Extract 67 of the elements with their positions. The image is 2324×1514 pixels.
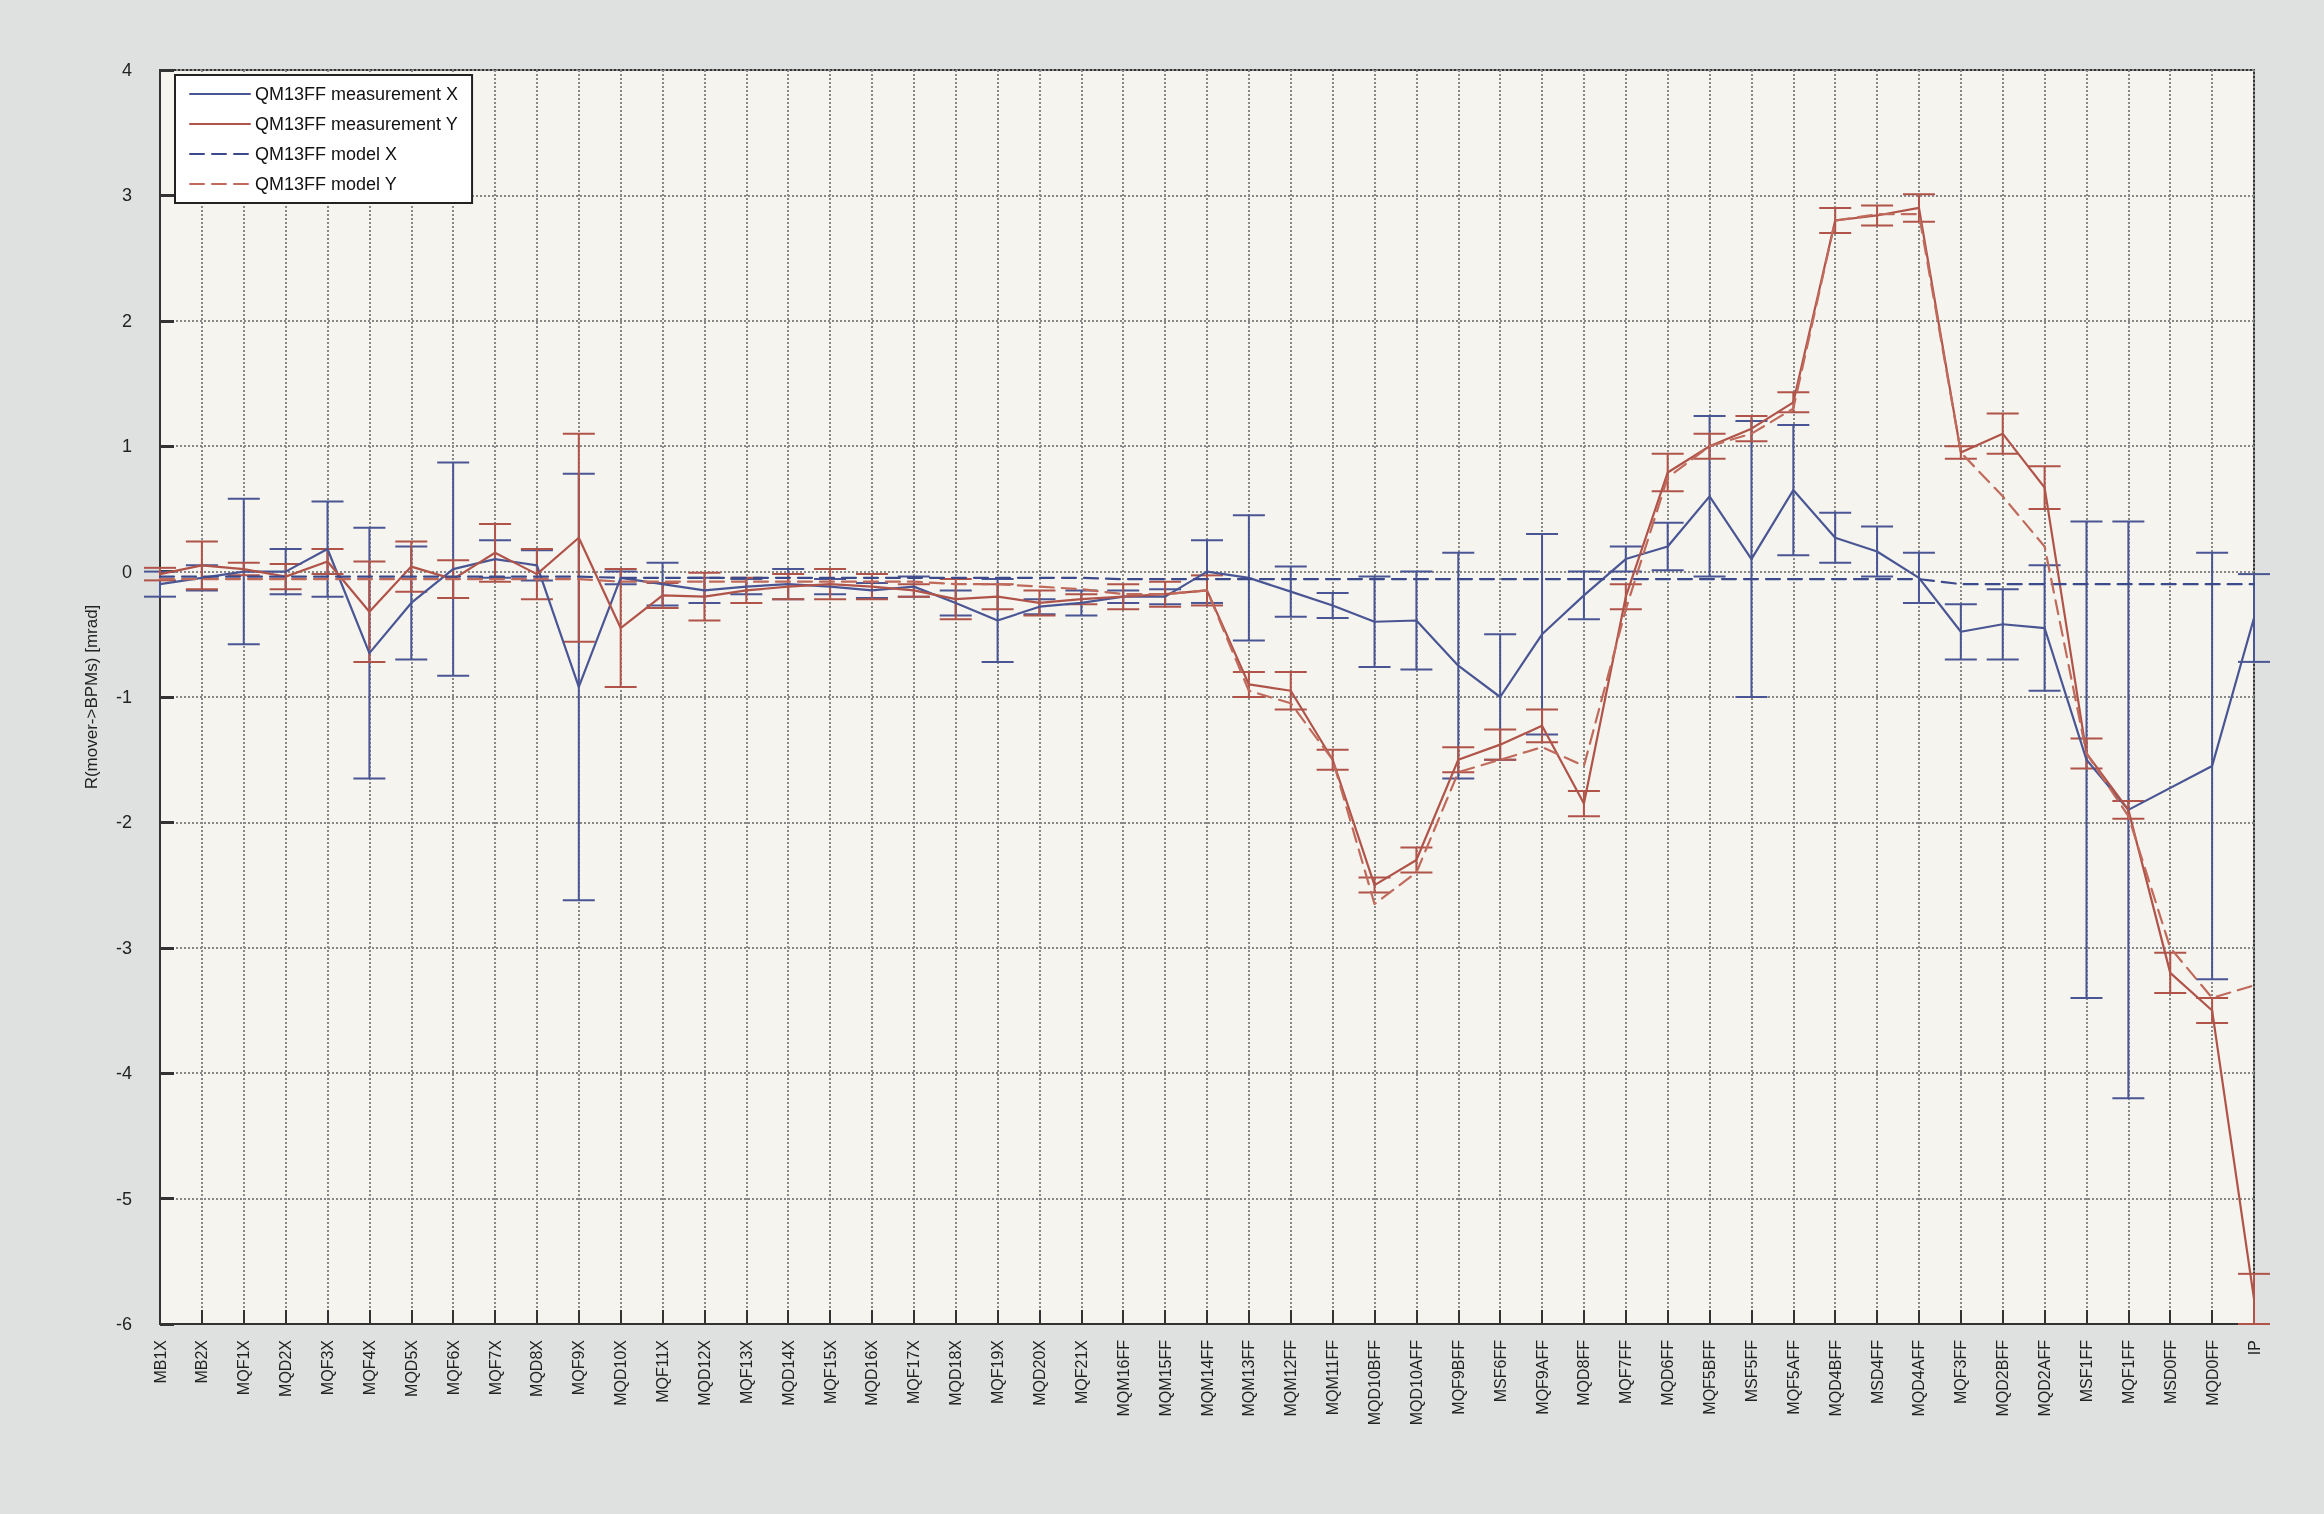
x-tick-label: MQD2AFF bbox=[2036, 1339, 2054, 1417]
legend-label: QM13FF measurement X bbox=[255, 84, 459, 104]
y-axis-title: R(mover->BPMs) [mrad] bbox=[82, 604, 101, 790]
x-tick-label: MQD16X bbox=[863, 1339, 881, 1406]
x-tick-label: MSD4FF bbox=[1868, 1339, 1886, 1404]
x-tick-label: MQM15FF bbox=[1156, 1339, 1174, 1417]
x-tick-label: MQD14X bbox=[779, 1339, 797, 1406]
y-tick-label: 3 bbox=[121, 185, 132, 206]
x-tick-label: MQM11FF bbox=[1324, 1339, 1342, 1416]
x-tick-label: MQD2BFF bbox=[1994, 1339, 2012, 1417]
x-tick-label: MQF7X bbox=[486, 1339, 504, 1396]
x-tick-label: MQD8FF bbox=[1575, 1339, 1593, 1406]
x-tick-label: MSF1FF bbox=[2077, 1339, 2095, 1403]
x-tick-label: MQD4AFF bbox=[1910, 1339, 1928, 1417]
y-tick-label: -4 bbox=[115, 1063, 132, 1084]
x-tick-label: MQF1FF bbox=[2119, 1339, 2137, 1404]
x-tick-label: MQF3FF bbox=[1952, 1339, 1970, 1404]
x-tick-label: MQF17X bbox=[905, 1339, 923, 1405]
legend-label: QM13FF model X bbox=[255, 144, 398, 164]
x-tick-label: MQF5BFF bbox=[1701, 1339, 1719, 1415]
x-tick-label: MQM13FF bbox=[1240, 1339, 1258, 1417]
x-tick-label: MQF21X bbox=[1072, 1339, 1090, 1405]
y-tick-label: -5 bbox=[115, 1188, 132, 1209]
x-tick-label: MSD0FF bbox=[2161, 1339, 2179, 1404]
x-tick-label: MQD2X bbox=[277, 1339, 295, 1397]
x-tick-label: MQD10AFF bbox=[1407, 1339, 1425, 1426]
y-tick-label: -1 bbox=[115, 687, 132, 707]
x-tick-label: MQF9X bbox=[570, 1339, 588, 1396]
x-tick-label: MQD10X bbox=[612, 1339, 630, 1406]
x-tick-label: MQF5AFF bbox=[1784, 1339, 1802, 1415]
x-tick-label: MSF5FF bbox=[1742, 1339, 1760, 1403]
y-tick-label: 2 bbox=[121, 310, 132, 331]
x-tick-label: MQF15X bbox=[821, 1339, 839, 1405]
x-tick-label: IP bbox=[2245, 1340, 2263, 1356]
y-tick-label: 4 bbox=[121, 60, 132, 80]
y-tick-label: -2 bbox=[115, 812, 132, 833]
legend-label: QM13FF measurement Y bbox=[255, 114, 458, 134]
x-tick-label: MQD0FF bbox=[2203, 1339, 2221, 1406]
x-tick-label: MQD4BFF bbox=[1826, 1339, 1844, 1417]
x-tick-label: MQF7FF bbox=[1617, 1339, 1635, 1404]
x-tick-label: MB2X bbox=[193, 1339, 211, 1384]
x-tick-label: MQF13X bbox=[737, 1339, 755, 1405]
y-tick-label: 0 bbox=[121, 561, 132, 582]
y-tick-label: 1 bbox=[121, 436, 132, 457]
x-tick-label: MQD18X bbox=[947, 1339, 965, 1406]
x-tick-label: MSF6FF bbox=[1491, 1339, 1509, 1403]
x-tick-label: MQM16FF bbox=[1114, 1339, 1132, 1417]
x-tick-label: MQD20X bbox=[1030, 1339, 1048, 1406]
x-tick-label: MQF9BFF bbox=[1449, 1339, 1467, 1415]
x-tick-label: MQF9AFF bbox=[1533, 1339, 1551, 1415]
x-tick-label: MQF4X bbox=[360, 1339, 378, 1396]
y-tick-label: -6 bbox=[115, 1314, 132, 1334]
x-tick-label: MQF19X bbox=[989, 1339, 1007, 1405]
x-tick-label: MQD6FF bbox=[1659, 1339, 1677, 1406]
x-tick-label: MQD10BFF bbox=[1366, 1339, 1384, 1426]
x-tick-label: MQD12X bbox=[695, 1339, 713, 1406]
x-tick-label: MQM14FF bbox=[1198, 1339, 1216, 1417]
legend-label: QM13FF model Y bbox=[255, 174, 397, 194]
y-tick-label: -3 bbox=[115, 937, 132, 958]
x-tick-label: MB1X bbox=[151, 1339, 169, 1384]
x-tick-label: MQF3X bbox=[319, 1339, 337, 1396]
x-tick-label: MQD5X bbox=[402, 1339, 420, 1397]
x-tick-label: MQF1X bbox=[235, 1339, 253, 1396]
x-tick-label: MQF6X bbox=[444, 1339, 462, 1396]
x-tick-label: MQM12FF bbox=[1282, 1339, 1300, 1417]
x-tick-label: MQF11X bbox=[654, 1339, 672, 1403]
x-tick-label: MQD8X bbox=[528, 1339, 546, 1397]
